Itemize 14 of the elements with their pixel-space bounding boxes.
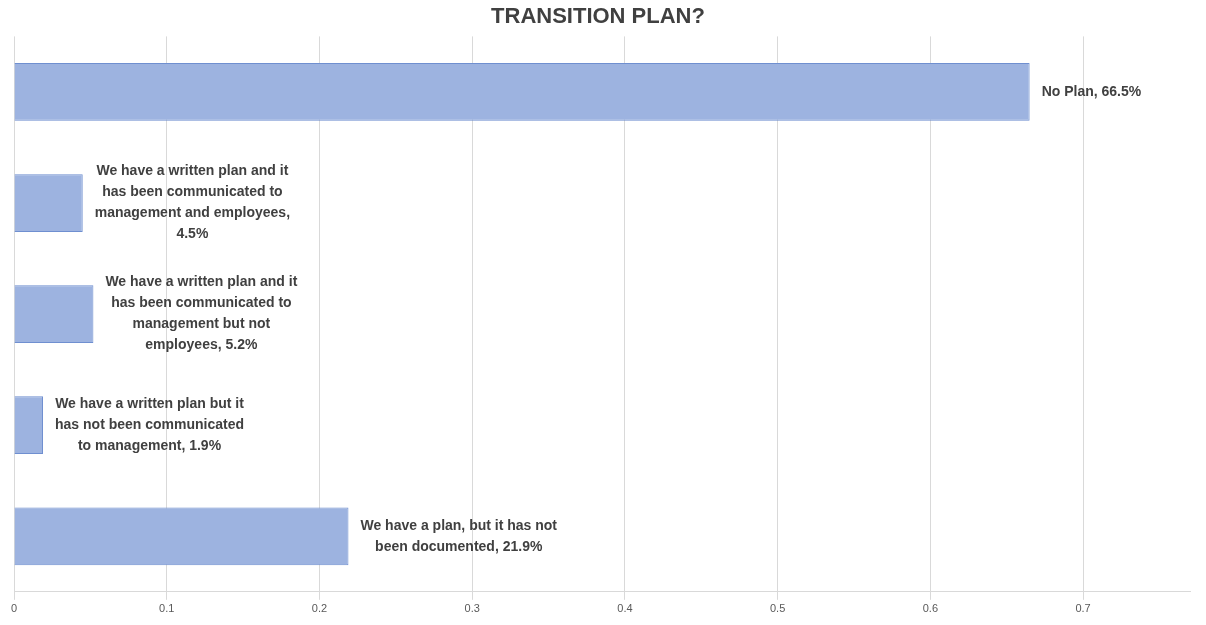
data-label: We have a plan, but it has not been documented, 21.9% xyxy=(360,516,558,554)
chart-title: TRANSITION PLAN? xyxy=(491,3,705,29)
x-tick-label: 0.3 xyxy=(464,602,480,615)
x-tick-label: 0.4 xyxy=(617,602,633,615)
data-label: We have a written plan and it has been communicated to management and employees, 4.5% xyxy=(94,162,291,242)
x-tick-label: 0.5 xyxy=(769,602,786,615)
data-label: No Plan, 66.5% xyxy=(1041,82,1142,99)
x-tick-label: 0.2 xyxy=(311,602,328,615)
x-tick-label: 0.1 xyxy=(159,602,175,615)
x-tick-label: 0.7 xyxy=(1075,602,1091,615)
x-tick-label: 0.6 xyxy=(922,602,939,615)
x-tick-label: 0 xyxy=(10,602,18,615)
data-label: We have a written plan and it has been communicated to management but not employees, 5.2% xyxy=(105,273,298,353)
data-label: We have a written plan but it has not been communicated to management, 1.9% xyxy=(55,395,245,454)
